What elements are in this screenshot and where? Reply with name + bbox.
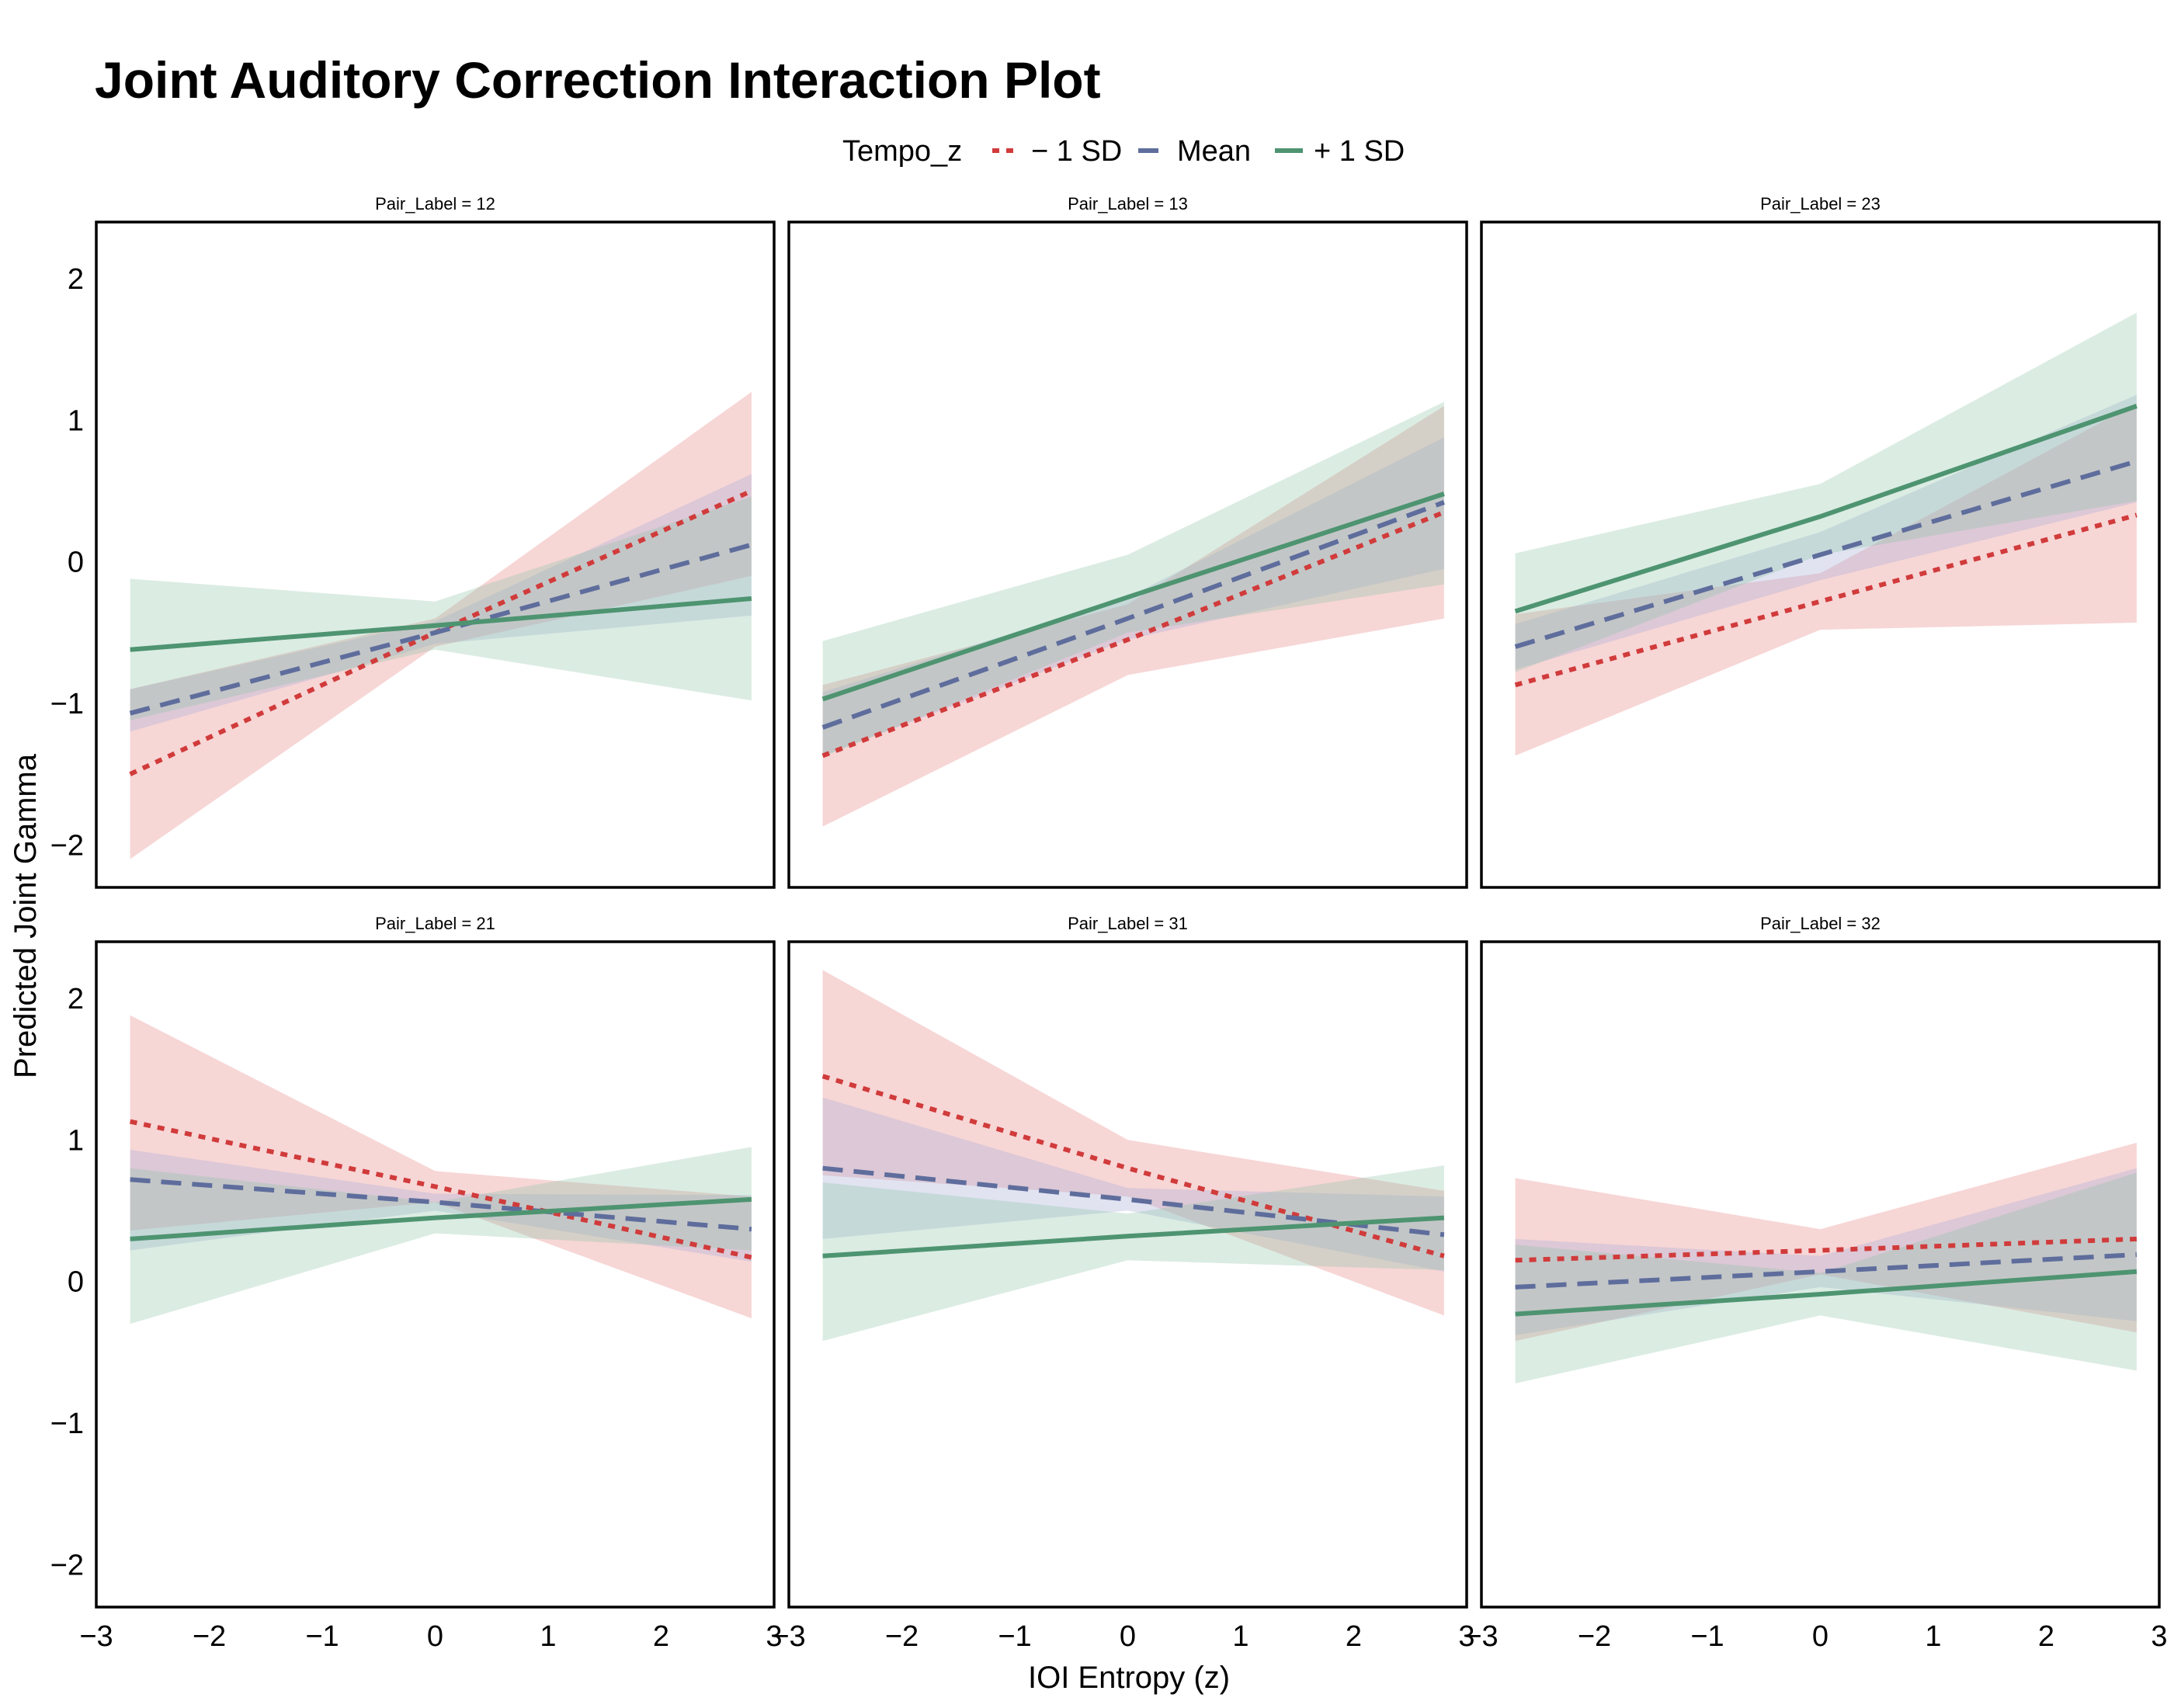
panel-strip-label: Pair_Label = 21 [375,914,495,933]
line-series-1 [822,1165,1445,1238]
x-tick-label: 0 [1812,1620,1828,1653]
x-tick-label: −1 [305,1620,339,1653]
y-tick-label: 2 [68,263,84,296]
y-tick-label: 2 [68,983,84,1015]
y-axis-label: Predicted Joint Gamma [9,753,43,1078]
ci-ribbon-series-0 [1515,1142,2137,1342]
panel-frame [95,940,776,1609]
line-series-0 [821,1074,1445,1258]
x-tick-label: 1 [1232,1620,1248,1653]
chart-title: Joint Auditory Correction Interaction Pl… [95,51,1101,109]
ci-ribbon-series-1 [130,1150,752,1262]
line-series-1 [130,1177,752,1232]
line-series-2 [821,491,1445,702]
y-tick-label: −2 [50,829,84,862]
y-tick-label: 1 [68,404,84,437]
y-tick-label: −1 [50,1408,84,1440]
panel-strip-label: Pair_Label = 13 [1068,194,1188,214]
y-tick-label: −1 [50,688,84,720]
x-tick-label: 2 [1346,1620,1362,1653]
panel-2: Pair_Label = 23 [1480,194,2161,889]
line-series-2 [822,1215,1445,1258]
line-series-0 [129,1119,752,1260]
y-tick-label: 0 [68,1266,84,1299]
panel-frame [787,220,1468,889]
ci-ribbon-series-2 [130,496,752,720]
x-tick-label: −2 [193,1620,226,1653]
legend: Tempo_z − 1 SD Mean + 1 SD [842,135,1405,168]
ci-ribbon-series-0 [1515,403,2137,756]
x-tick-label: 2 [2038,1620,2054,1653]
legend-label-1: Mean [1177,135,1251,168]
panel-3: Pair_Label = 21 −2 −1 0 1 2 −3 −2 −1 0 1 2 3 [50,914,783,1653]
x-tick-label: 0 [1120,1620,1136,1653]
panel-frame [787,940,1468,1609]
x-tick-label: 1 [540,1620,556,1653]
y-tick-label: 0 [68,547,84,579]
panel-strip-label: Pair_Label = 23 [1760,194,1881,214]
ci-ribbon-series-2 [822,1165,1444,1342]
x-tick-label: 3 [1458,1620,1474,1653]
facet-panels: Pair_Label = 12 −2 −1 0 1 2 Pair_Label = 13 Pai… [50,194,2168,1653]
line-series-1 [129,542,752,716]
panel-5: Pair_Label = 32 −3 −2 −1 0 1 2 3 [1464,914,2167,1653]
legend-label-2: + 1 SD [1314,135,1405,168]
x-tick-label: 3 [766,1620,782,1653]
x-tick-label: 2 [653,1620,669,1653]
panel-0: Pair_Label = 12 −2 −1 0 1 2 [50,194,776,889]
x-tick-label: −3 [79,1620,113,1653]
ci-ribbon-series-2 [822,401,1444,758]
line-series-2 [1514,404,2138,614]
x-tick-label: −3 [1464,1620,1498,1653]
panel-frame [1480,940,2161,1609]
x-tick-label: −1 [998,1620,1031,1653]
line-series-2 [130,596,752,652]
y-tick-label: 1 [68,1124,84,1157]
panel-strip-label: Pair_Label = 32 [1760,914,1881,933]
panel-frame [95,220,776,889]
x-tick-label: −3 [772,1620,805,1653]
line-series-1 [1514,459,2138,649]
ci-ribbon-series-1 [1515,1168,2137,1335]
y-tick-label: −2 [50,1549,84,1581]
panel-strip-label: Pair_Label = 31 [1068,914,1188,933]
legend-title: Tempo_z [842,135,962,168]
panel-frame [1480,220,2161,889]
ci-ribbon-series-2 [1515,1172,2137,1383]
panel-1: Pair_Label = 13 [787,194,1468,889]
line-series-2 [1515,1269,2138,1317]
line-series-1 [1515,1252,2138,1290]
x-tick-label: 3 [2151,1620,2167,1653]
ci-ribbon-series-0 [130,1015,752,1318]
line-series-0 [1514,512,2138,688]
ci-ribbon-series-1 [130,474,752,732]
x-tick-label: 0 [427,1620,443,1653]
x-tick-label: 1 [1925,1620,1941,1653]
x-tick-label: −2 [885,1620,919,1653]
ci-ribbon-series-2 [1515,312,2137,672]
panel-strip-label: Pair_Label = 12 [375,194,495,214]
panel-4: Pair_Label = 31 −3 −2 −1 0 1 2 3 [772,914,1474,1653]
line-series-0 [1515,1236,2138,1263]
x-axis-label: IOI Entropy (z) [1028,1661,1230,1695]
legend-label-0: − 1 SD [1031,135,1122,168]
line-series-1 [821,500,1445,730]
line-series-0 [821,510,1446,759]
x-tick-label: −1 [1690,1620,1724,1653]
line-series-2 [130,1196,752,1241]
x-tick-label: −2 [1578,1620,1611,1653]
